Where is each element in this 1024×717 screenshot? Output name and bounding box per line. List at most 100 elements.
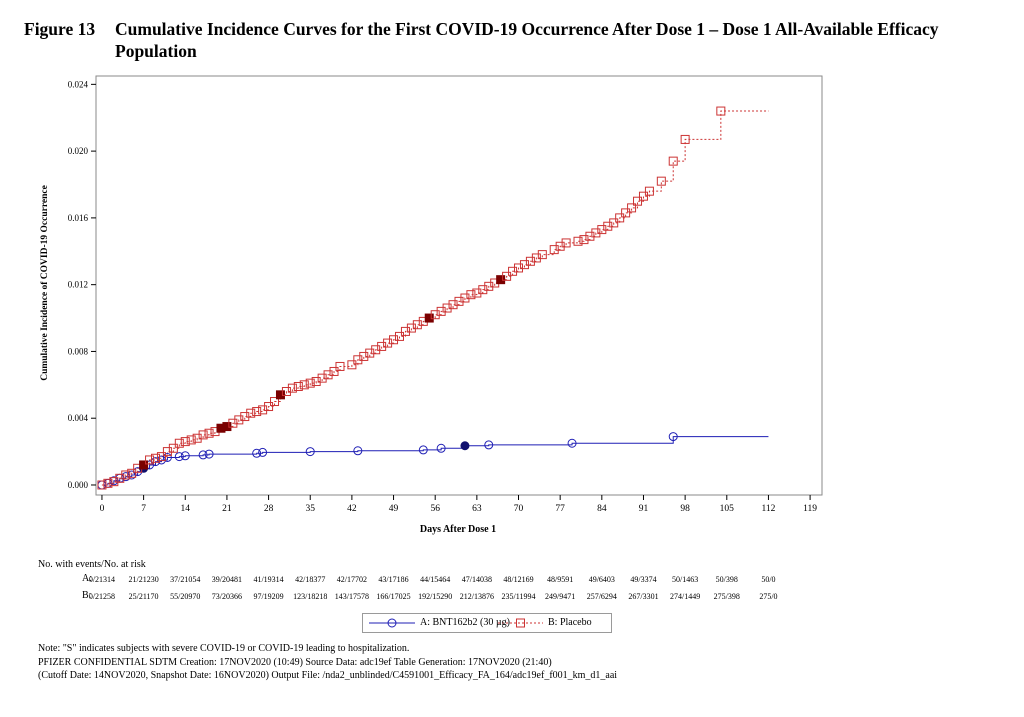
risk-row-label: A: [82,573,92,584]
series-b-point [716,106,726,116]
risk-cell: 143/17578 [334,592,369,601]
series-b-point [448,300,458,310]
risk-row-b: B: 0/21258 25/21170 55/20970 73/20366 97/1920… [0,590,1024,604]
series-b-point-severe [222,422,232,432]
series-b-point [555,241,565,251]
chart-legend: A: BNT162b2 (30 µg) B: Placebo [362,613,612,633]
series-b-point [472,288,482,298]
series-b-point [299,380,309,390]
series-b-point [127,468,137,478]
series-b-point [478,285,488,295]
series-b-point [525,256,535,266]
series-b-point [484,281,494,291]
series-b-point [400,326,410,336]
series-b-point [549,245,559,255]
series-b-point [180,437,190,447]
x-tick-label: 105 [720,504,735,514]
series-b-point-severe [496,275,506,285]
x-tick-label: 42 [347,504,357,514]
x-tick-label: 28 [264,504,274,514]
risk-cell: 267/3301 [628,592,659,601]
footnote-confidential: PFIZER CONFIDENTIAL SDTM Creation: 17NOV… [38,656,552,668]
series-b-point [234,415,244,425]
series-b-point [633,196,643,206]
series-b-point [377,341,387,351]
series-b-point [168,443,178,453]
risk-cell: 73/20366 [211,592,243,601]
series-b-point [121,470,131,480]
x-tick-label: 14 [181,504,191,514]
series-b-point [603,221,613,231]
series-b-point [454,296,464,306]
series-a-point [418,445,428,455]
risk-cell: 49/6403 [588,575,615,584]
risk-cell: 275/0 [759,592,778,601]
series-a-point [668,432,678,442]
series-b-point [174,438,184,448]
x-tick-label: 0 [100,504,105,514]
y-tick-label: 0.020 [68,146,89,156]
series-b-point [228,418,238,428]
series-a-point-severe [460,441,470,451]
y-tick-label: 0.024 [68,79,89,89]
series-a-point [258,447,268,457]
legend-marker-b [516,618,525,628]
risk-cell: 0/21314 [88,575,116,584]
series-b-point [638,191,648,201]
series-b-point [97,480,107,490]
x-tick-label: 112 [761,504,775,514]
series-b-point [573,236,583,246]
series-b-point [264,402,274,412]
series-b-line [101,110,769,486]
series-b-point [561,238,571,248]
risk-cell: 50/398 [715,575,738,584]
series-b-point [430,310,440,320]
series-b-point [436,306,446,316]
series-b-point [514,263,524,273]
risk-cell: 41/19314 [253,575,284,584]
y-tick-label: 0.012 [68,280,88,290]
series-b-point [204,428,214,438]
x-tick-label: 35 [305,504,315,514]
series-b-point-severe [424,313,434,323]
y-tick-label: 0.004 [68,413,89,423]
risk-cell: 42/18377 [295,575,326,584]
x-tick-label: 119 [803,504,817,514]
risk-cell: 249/9471 [545,592,576,601]
series-b-point [627,203,637,213]
footnotes: Note: "S" indicates subjects with severe… [38,642,617,683]
series-b-point [359,351,369,361]
series-b-point [531,253,541,263]
series-b-point [508,266,518,276]
series-b-point [680,134,690,144]
series-b-point [383,338,393,348]
series-a-point [567,438,577,448]
series-b-point [585,231,595,241]
x-tick-label: 98 [680,504,690,514]
series-b-point [519,260,529,270]
risk-cell: 49/3374 [630,575,657,584]
series-b-point [156,452,166,462]
series-b-point [329,366,339,376]
series-b-point [305,378,315,388]
series-b-point [353,355,363,365]
risk-table-header: No. with events/No. at risk [38,559,146,570]
risk-cell: 48/9591 [547,575,574,584]
risk-cell: 166/17025 [376,592,411,601]
series-b-point [186,435,196,445]
risk-row-label: B: [82,590,92,601]
series-b-point [293,381,303,391]
risk-cell: 123/18218 [293,592,328,601]
footnote-severe: Note: "S" indicates subjects with severe… [38,643,410,654]
series-b-point [460,293,470,303]
series-b-point [258,405,268,415]
series-b-point [198,430,208,440]
series-b-point [537,250,547,260]
legend-label-b: B: Placebo [548,617,592,628]
series-b-point [151,453,161,463]
series-b-point-severe [275,390,285,400]
risk-cell: 274/1449 [670,592,701,601]
series-a-point [162,452,172,462]
y-tick-label: 0.000 [68,480,89,490]
risk-cell: 0/21258 [88,592,116,601]
